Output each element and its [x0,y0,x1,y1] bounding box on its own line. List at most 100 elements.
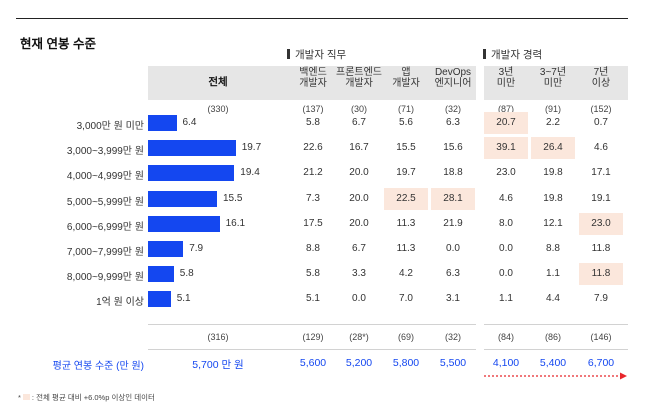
table-cell: 11.3 [396,243,416,254]
table-cell: 6.3 [446,117,460,128]
header-line: 7년 [593,67,609,78]
bar-value-label: 5.8 [179,268,194,280]
row-label: 1억 원 이상 [96,297,144,309]
average-value: 5,200 [345,357,373,369]
table-cell: 18.8 [443,167,463,179]
header-line: 앱 [401,67,411,78]
header-band-job [148,66,476,100]
table-cell: 12.1 [543,217,563,229]
table-cell: 6.7 [352,117,366,128]
header-ops: DevOps 엔지니어 [425,67,481,89]
bar [148,266,174,283]
table-cell: 1.1 [499,293,513,305]
average-value: 4,100 [492,357,520,369]
table-cell: 7.0 [399,293,413,305]
separator-rule [148,324,476,325]
table-cell: 4.2 [399,268,413,280]
table-cell: 21.2 [303,167,323,179]
table-cell: 19.8 [543,167,563,179]
table-cell: 17.5 [303,217,323,229]
row-label: 4,000~4,999만 원 [66,171,144,183]
row-label: 7,000~7,999만 원 [66,247,144,258]
table-cell: 19.7 [396,167,416,179]
table-cell: 11.8 [579,263,623,286]
trend-arrow-icon [484,372,627,380]
row-label: 6,000~6,999만 원 [66,221,144,233]
count-top: (71) [397,104,414,114]
header-line: 프론트엔드 [336,67,382,78]
highlight-swatch-icon [22,394,30,400]
table-cell: 8.0 [499,217,513,229]
row-label: 5,000~5,999만 원 [66,196,144,208]
bar [148,140,236,157]
table-cell: 2.2 [546,117,560,128]
table-cell: 20.0 [349,217,369,229]
table-cell: 20.0 [349,192,369,204]
table-cell: 6.3 [446,268,460,280]
table-cell: 4.6 [499,192,513,204]
group-title-job-text: 개발자 직무 [295,49,347,61]
header-line: 미만 [496,78,516,89]
header-line: 개발자 [299,78,327,89]
table-cell: 5.6 [399,117,413,128]
count-top: (87) [497,104,514,114]
header-line: 3년 [498,67,514,78]
table-cell: 0.0 [352,293,366,305]
bar-value-label: 6.4 [182,117,197,128]
count-top: (152) [590,104,612,114]
header-c2: 3~7년 미만 [525,67,581,89]
count-bottom: (146) [590,332,612,342]
row-label: 3,000만 원 미만 [76,121,144,132]
header-line: 3~7년 [539,67,567,78]
table-cell: 6.7 [352,243,366,254]
table-cell: 0.0 [499,268,513,280]
table-cell: 28.1 [431,187,475,210]
average-value: 5,800 [392,357,420,369]
table-cell: 0.0 [446,243,460,254]
table-cell: 19.8 [543,192,563,204]
table-cell: 22.5 [384,187,428,210]
group-title-career-text: 개발자 경력 [491,49,543,61]
table-cell: 7.9 [594,293,608,305]
table-cell: 4.4 [546,293,560,305]
table-cell: 8.8 [306,243,320,254]
count-bottom: (129) [302,332,324,342]
bar [148,165,235,182]
table-cell: 3.3 [352,268,366,280]
average-total: 5,700 만 원 [192,359,244,371]
group-title-career: 개발자 경력 [483,47,542,62]
table-cell: 19.1 [591,192,611,204]
header-line: 개발자 [392,78,420,89]
group-marker-icon [287,49,290,59]
table-cell: 16.7 [349,142,369,154]
table-cell: 23.0 [579,212,623,235]
header-line: 개발자 [345,78,373,89]
header-app: 앱 개발자 [378,67,434,89]
table-cell: 0.7 [594,117,608,128]
bar [148,115,177,131]
header-band-career [484,66,628,100]
bar-value-label: 15.5 [223,192,243,204]
header-line: 미만 [543,78,563,89]
header-total: 전체 [208,76,228,88]
chart-title: 현재 연봉 수준 [20,37,96,51]
header-be: 백엔드 개발자 [285,67,341,89]
table-cell: 20.0 [349,167,369,179]
count-bottom: (86) [544,332,561,342]
bar-value-label: 7.9 [189,243,204,254]
table-cell: 21.9 [443,217,463,229]
top-rule [16,18,628,19]
table-cell: 11.3 [396,217,416,229]
bar [148,291,171,308]
table-cell: 4.6 [594,142,608,154]
average-value: 6,700 [587,357,615,369]
count-top: (91) [544,104,561,114]
header-fe: 프론트엔드 개발자 [331,67,387,89]
header-line: 이상 [591,78,611,89]
average-value: 5,600 [299,357,327,369]
bar-value-label: 16.1 [225,217,246,229]
count-top: (137) [302,104,324,114]
average-value: 5,500 [439,357,467,369]
count-bottom: (32) [444,332,461,342]
footnote: *: 전체 평균 대비 +6.0%p 이상인 데이터 [18,392,155,403]
